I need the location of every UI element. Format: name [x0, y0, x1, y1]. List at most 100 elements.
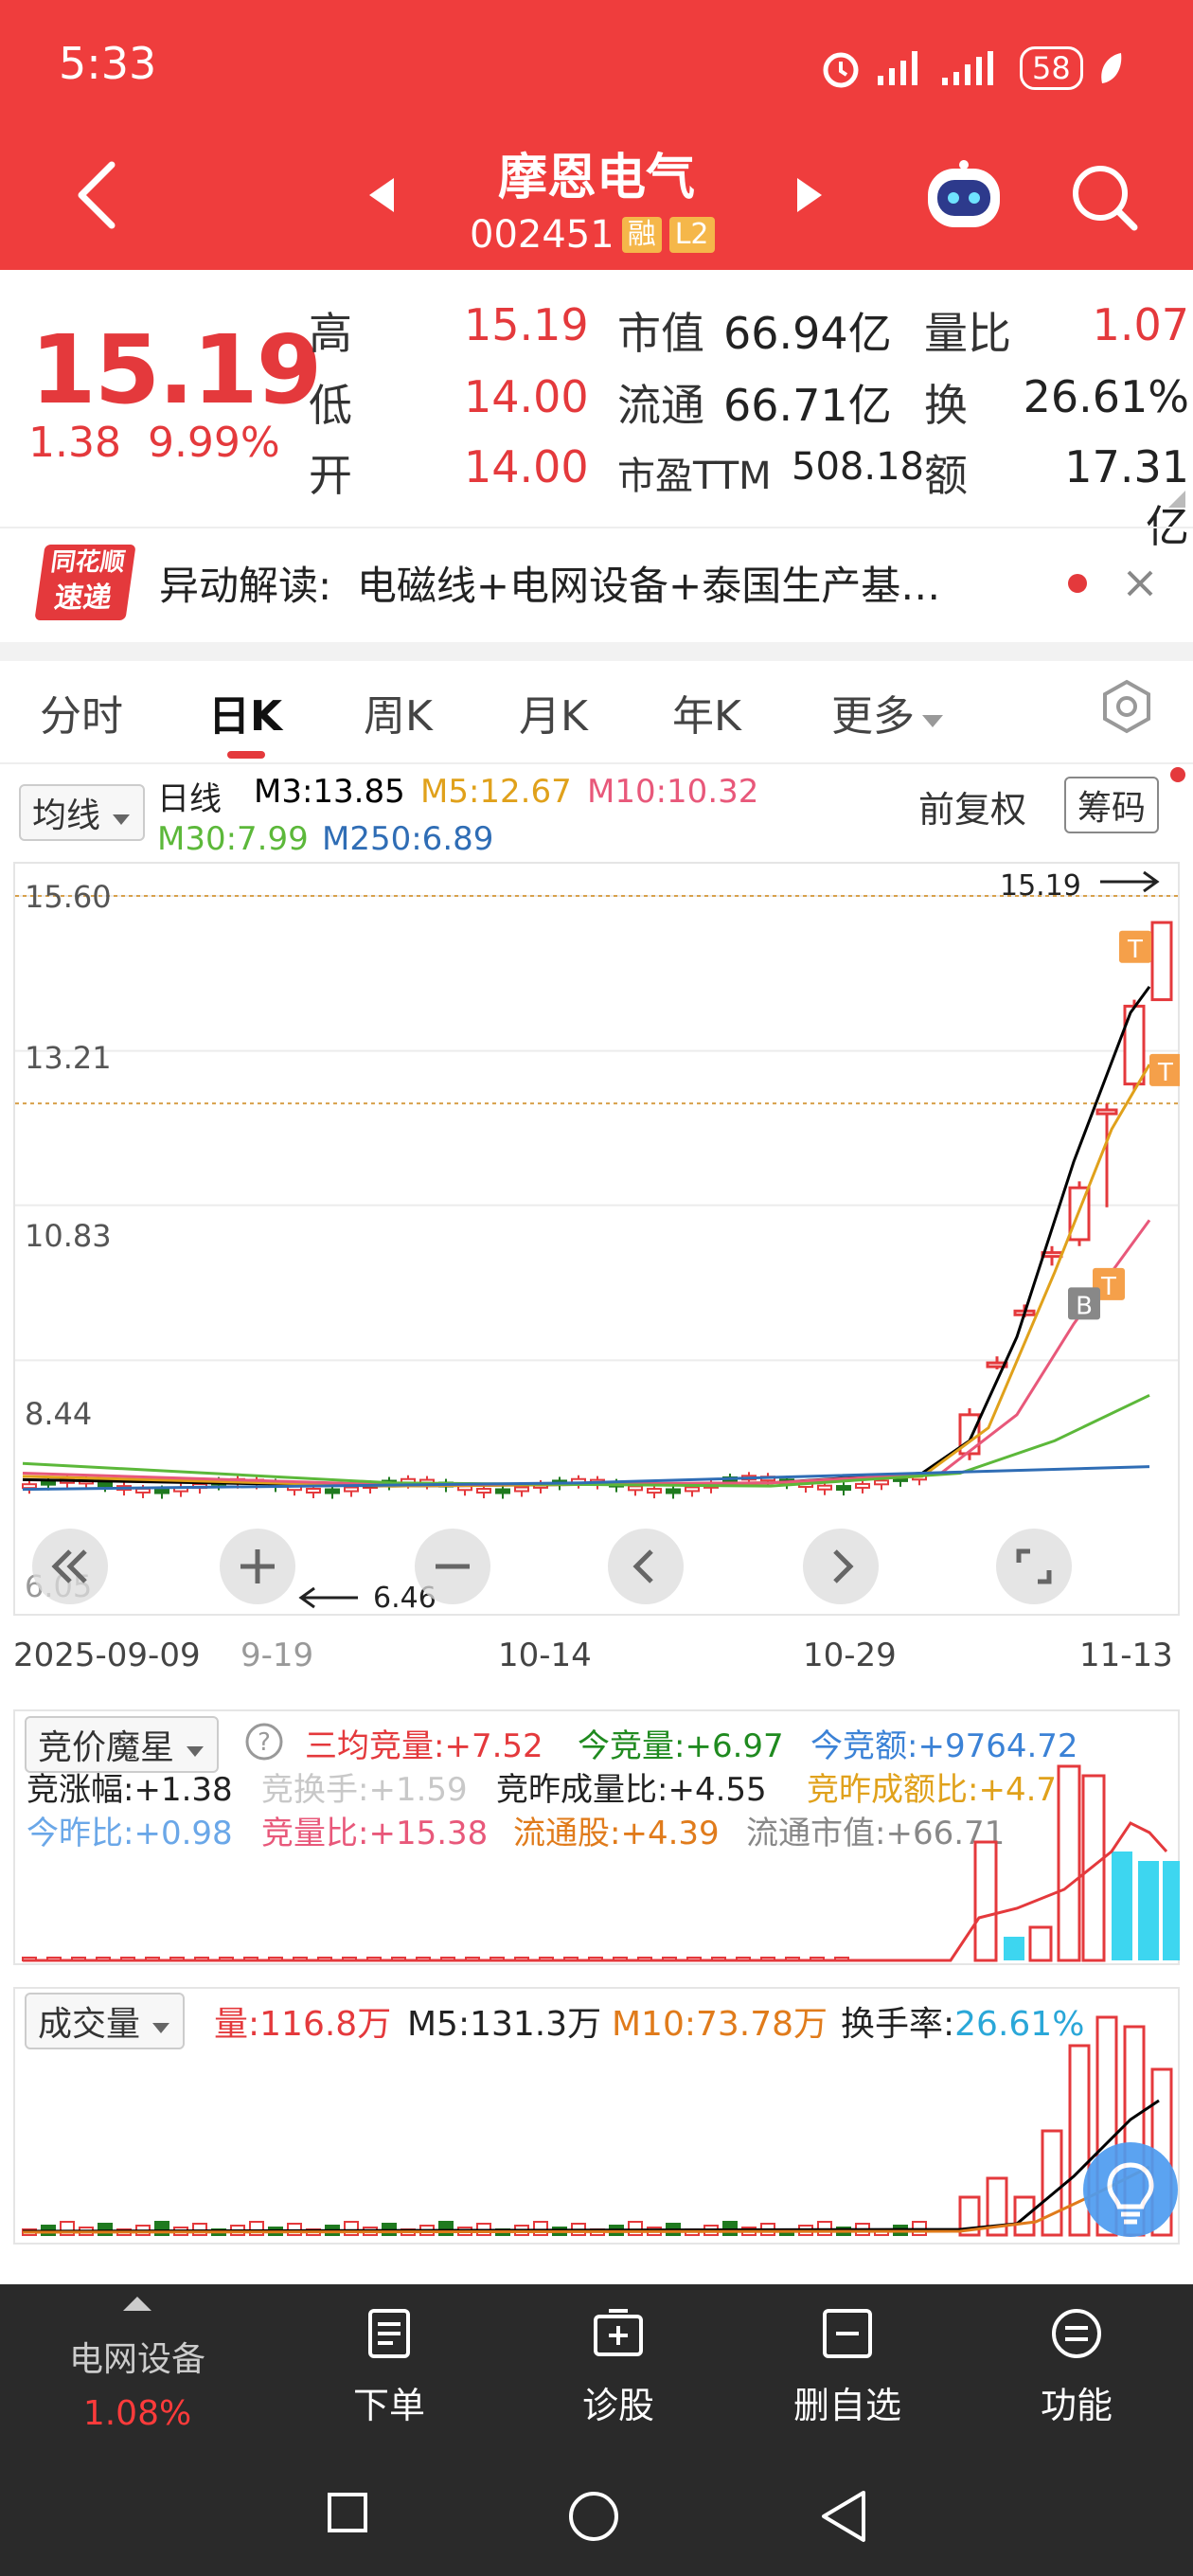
- scroll-right-button[interactable]: [803, 1529, 879, 1604]
- auction-chart: [22, 1764, 1180, 1962]
- order-doc-icon: [368, 2309, 410, 2358]
- back-icon[interactable]: [74, 159, 119, 231]
- trade-marker-label: T: [1100, 1273, 1116, 1301]
- diagnose-icon: [594, 2309, 643, 2356]
- auction-item-10: 流通股:+4.39: [513, 1815, 720, 1852]
- turnover-value: 26.61%: [1023, 371, 1189, 422]
- volume-selector[interactable]: 成交量: [25, 1993, 186, 2049]
- robot-assistant-icon[interactable]: [922, 159, 1006, 235]
- low-value: 14.00: [464, 371, 589, 422]
- auction-indicator-frame[interactable]: [13, 1709, 1180, 1965]
- fuquan-selector[interactable]: 前复权: [918, 789, 1027, 831]
- caret-down-icon: [113, 814, 131, 825]
- auction-selector[interactable]: 竞价魔星: [25, 1716, 220, 1773]
- status-icons: 58: [819, 42, 1125, 95]
- zoom-out-far-button[interactable]: [32, 1529, 108, 1604]
- candle: [666, 1488, 681, 1494]
- zoom-in-button[interactable]: [220, 1529, 295, 1604]
- badge-line2: 速递: [52, 581, 115, 615]
- auction-bar: [1112, 1852, 1132, 1960]
- x-tick-1: 2025-09-09: [13, 1637, 201, 1674]
- stock-code-row: 002451 融 L2: [470, 213, 715, 257]
- fullscreen-button[interactable]: [996, 1529, 1072, 1604]
- volume-frame[interactable]: [13, 1987, 1180, 2245]
- candle: [836, 1485, 851, 1492]
- tab-more[interactable]: 更多: [831, 682, 945, 742]
- auction-item-11: 流通市值:+66.71: [746, 1815, 1006, 1852]
- mktcap-label: 市值: [617, 308, 704, 359]
- tips-fab[interactable]: [1083, 2142, 1178, 2237]
- turnover-value-2: 26.61%: [954, 2005, 1085, 2044]
- badge-line1: 同花顺: [48, 548, 128, 577]
- volume-chart: [22, 2015, 1173, 2237]
- ths-express-badge: 同花顺速递: [34, 545, 136, 620]
- zoom-out-button[interactable]: [415, 1529, 490, 1604]
- volume-ma5: M5:131.3万: [407, 2005, 602, 2044]
- tab-weekly-k[interactable]: 周K: [364, 692, 433, 741]
- auction-bar: [1004, 1937, 1024, 1960]
- double-chevron-left-icon: [51, 1549, 87, 1583]
- caret-up-icon: [123, 2297, 151, 2311]
- candle: [495, 1488, 510, 1494]
- sector-percent: 1.08%: [82, 2394, 192, 2433]
- help-icon[interactable]: ?: [244, 1722, 284, 1762]
- change-percent: 9.99%: [147, 419, 280, 467]
- tab-daily-k[interactable]: 日K: [208, 692, 283, 741]
- tab-monthly-k[interactable]: 月K: [519, 692, 588, 741]
- high-value: 15.19: [464, 299, 589, 350]
- mktcap-value: 66.94亿: [723, 308, 892, 359]
- y-tick-1: 15.60: [25, 879, 112, 915]
- ma-selector[interactable]: 均线: [19, 784, 146, 841]
- tab-intraday[interactable]: 分时: [40, 692, 123, 741]
- candle: [1095, 1108, 1118, 1116]
- next-stock-icon[interactable]: [795, 176, 824, 214]
- divider: [0, 527, 1193, 528]
- auction-item-7: 竞昨成额比:+4.79: [807, 1771, 1077, 1809]
- chevron-right-icon: [833, 1549, 854, 1583]
- chips-button[interactable]: 筹码: [1064, 777, 1160, 833]
- candle: [1150, 921, 1173, 1002]
- auction-item-3: 今竞额:+9764.72: [810, 1727, 1078, 1765]
- close-icon[interactable]: [1125, 568, 1155, 599]
- sector-name[interactable]: 电网设备: [68, 2340, 205, 2379]
- high-label: 高: [309, 308, 352, 359]
- fullscreen-icon: [1016, 1548, 1052, 1584]
- home-icon[interactable]: [566, 2489, 621, 2544]
- trade-marker-label: T: [1127, 936, 1143, 964]
- volume-bar: [628, 2221, 643, 2236]
- pe-label: 市盈TTM: [617, 455, 772, 498]
- auction-bar: [1057, 1764, 1081, 1962]
- search-icon[interactable]: [1068, 161, 1140, 233]
- tab-yearly-k[interactable]: 年K: [672, 692, 741, 741]
- x-tick-3: 10-14: [498, 1637, 592, 1674]
- notice-text[interactable]: 异动解读: 电磁线+电网设备+泰国生产基…: [159, 554, 1011, 612]
- volume-bar: [958, 2195, 981, 2237]
- ma-selector-label: 均线: [32, 796, 101, 835]
- nav-diagnose[interactable]: 诊股: [538, 2307, 699, 2428]
- nav-functions-label: 功能: [1040, 2385, 1113, 2426]
- volume-turnover: 换手率:26.61%: [841, 1996, 1084, 2046]
- recent-apps-icon[interactable]: [326, 2491, 369, 2534]
- x-tick-5: 11-13: [1079, 1637, 1173, 1674]
- nav-remove-watchlist-label: 删自选: [792, 2385, 901, 2426]
- auction-bar: [1163, 1861, 1180, 1960]
- ma3-line: [22, 985, 1151, 1488]
- nav-remove-watchlist[interactable]: 删自选: [767, 2307, 928, 2428]
- expand-corner-icon[interactable]: [1168, 491, 1185, 508]
- arrow-right-icon: [1100, 870, 1160, 893]
- prev-stock-icon[interactable]: [367, 176, 396, 214]
- settings-hex-icon[interactable]: [1098, 678, 1155, 735]
- candle: [306, 1488, 321, 1494]
- nav-order-label: 下单: [352, 2385, 425, 2426]
- change-value: 1.38: [28, 419, 121, 467]
- amount-value: 17.31亿: [1064, 441, 1189, 552]
- x-tick-2: 9-19: [240, 1637, 314, 1674]
- kline-chart-frame[interactable]: [13, 862, 1180, 1616]
- system-back-icon[interactable]: [818, 2489, 869, 2544]
- max-price-label: 15.19: [1000, 869, 1081, 903]
- nav-functions[interactable]: 功能: [996, 2307, 1157, 2428]
- scroll-left-button[interactable]: [608, 1529, 684, 1604]
- ma250-value: M250:6.89: [322, 820, 494, 858]
- nav-order[interactable]: 下单: [309, 2307, 470, 2428]
